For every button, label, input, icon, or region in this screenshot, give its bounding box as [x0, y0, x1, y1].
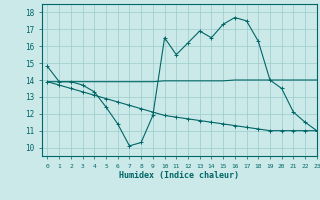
X-axis label: Humidex (Indice chaleur): Humidex (Indice chaleur) — [119, 171, 239, 180]
